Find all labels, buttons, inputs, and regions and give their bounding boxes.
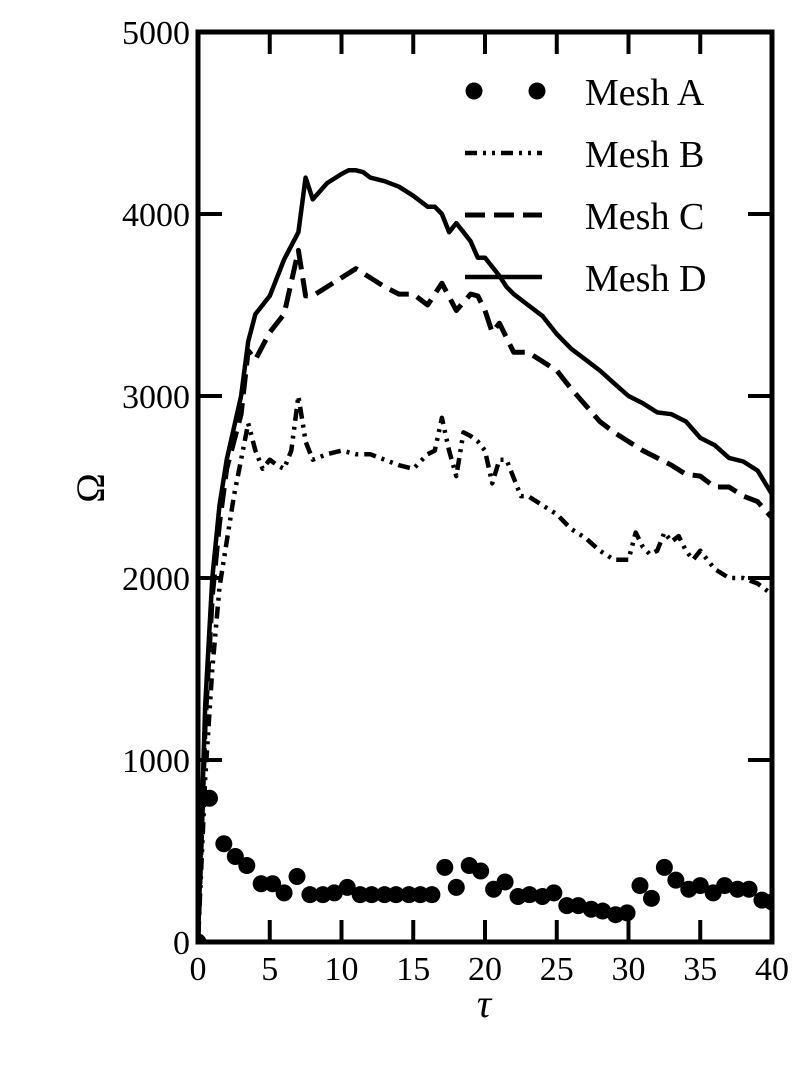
mesh-a-point-16 (387, 886, 405, 904)
mesh-a-point-29 (545, 884, 563, 902)
legend-label-mesh-b: Mesh B (585, 134, 704, 176)
mesh-a-point-41 (691, 877, 709, 895)
x-tick-label-1: 5 (261, 951, 278, 988)
mesh-a-point-2 (215, 835, 233, 853)
legend: Mesh A Mesh B Mesh C Mesh D (465, 72, 706, 300)
axes-layer: 0 5 10 15 20 25 30 35 40 0 1000 2000 3000 4000 5000 (122, 15, 789, 988)
y-tick-label-1: 1000 (122, 743, 190, 780)
mesh-a-point-19 (423, 886, 441, 904)
y-tick-label-2: 2000 (122, 561, 190, 598)
legend-sample-mesh-a-b (528, 82, 546, 100)
mesh-a-point-6 (264, 875, 282, 893)
x-tick-label-4: 20 (468, 951, 502, 988)
x-tick-label-8: 40 (755, 951, 789, 988)
y-tick-label-5: 5000 (122, 15, 190, 52)
y-tick-label-3: 3000 (122, 379, 190, 416)
mesh-a-point-36 (631, 877, 649, 895)
legend-label-mesh-c: Mesh C (585, 196, 704, 238)
y-axis-title: Ω (68, 473, 113, 503)
mesh-a-point-35 (618, 904, 636, 922)
mesh-c-line (198, 247, 772, 942)
x-tick-label-5: 25 (540, 951, 574, 988)
x-tick-label-3: 15 (396, 951, 430, 988)
mesh-a-point-31 (569, 897, 587, 915)
mesh-a-point-38 (655, 858, 673, 876)
mesh-a-point-23 (472, 862, 490, 880)
x-tick-label-0: 0 (190, 951, 207, 988)
legend-sample-mesh-a-a (465, 82, 483, 100)
mesh-a-point-45 (740, 880, 758, 898)
mesh-a-point-14 (363, 886, 381, 904)
x-tick-label-7: 35 (683, 951, 717, 988)
mesh-a-point-20 (436, 858, 454, 876)
mesh-a-point-33 (594, 902, 612, 920)
mesh-d-line (198, 168, 772, 942)
mesh-a-point-37 (642, 889, 660, 907)
mesh-a-point-39 (667, 871, 685, 889)
mesh-a-point-4 (238, 857, 256, 875)
x-axis-title: τ (477, 981, 493, 1026)
mesh-a-point-25 (496, 873, 514, 891)
legend-label-mesh-a: Mesh A (585, 72, 705, 114)
mesh-a-point-3 (226, 847, 244, 865)
mesh-a-point-43 (716, 877, 734, 895)
mesh-a-point-7 (275, 884, 293, 902)
plot-area (198, 168, 772, 942)
x-tick-label-2: 10 (325, 951, 359, 988)
mesh-a-point-8 (288, 867, 306, 885)
series-layer (198, 168, 772, 942)
mesh-a-point-12 (338, 878, 356, 896)
mesh-a-point-27 (520, 886, 538, 904)
mesh-a-point-9 (301, 886, 319, 904)
y-tick-label-4: 4000 (122, 197, 190, 234)
mesh-b-line (198, 393, 772, 942)
mesh-a-point-21 (447, 878, 465, 896)
legend-label-mesh-d: Mesh D (585, 258, 706, 300)
x-tick-label-6: 30 (612, 951, 646, 988)
mesh-a-point-11 (325, 884, 343, 902)
y-tick-label-0: 0 (173, 925, 190, 962)
